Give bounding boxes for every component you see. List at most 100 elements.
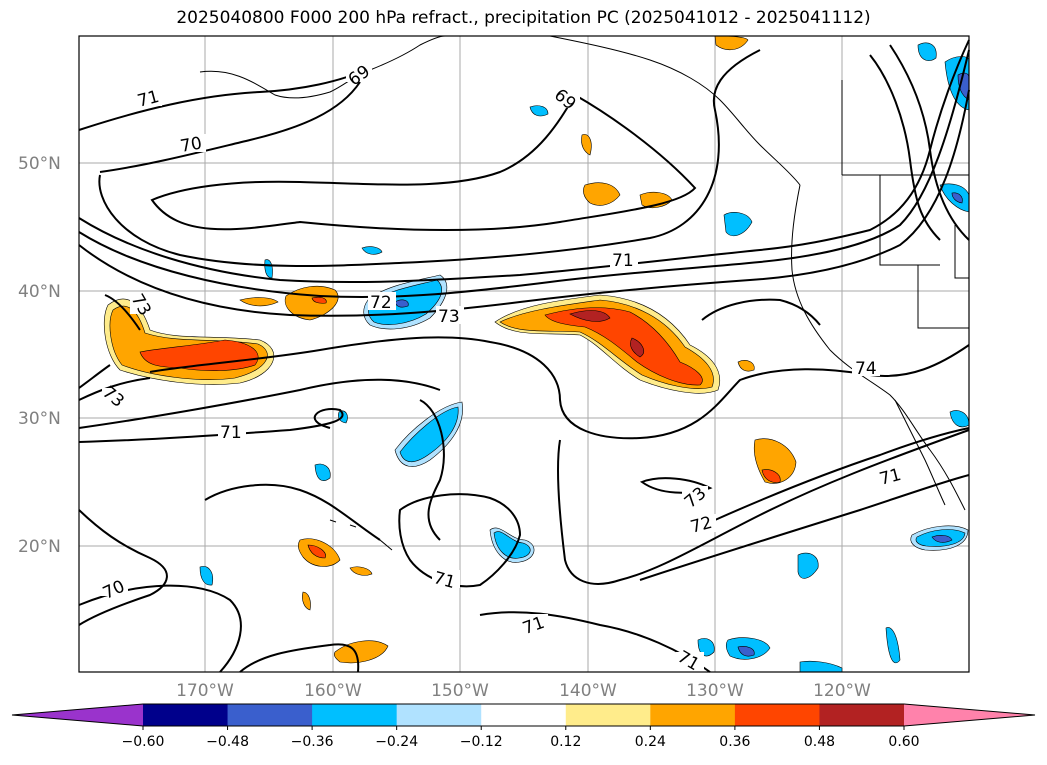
contour-line: [714, 427, 970, 521]
colorbar-tick-label: −0.60: [122, 734, 165, 750]
longitude-labels: 170°W 160°W 150°W 140°W 130°W 120°W: [176, 681, 871, 701]
precip-negative-region: [949, 410, 970, 428]
precip-negative-region: [885, 627, 901, 664]
contour-line: [78, 584, 242, 673]
precip-negative-region: [723, 212, 753, 237]
precip-negative-region: [399, 406, 459, 463]
contour-label: 72: [370, 293, 392, 313]
state-border: [917, 265, 969, 329]
latitude-label: 20°N: [18, 537, 61, 557]
precip-negative-region: [361, 246, 383, 255]
contour-line: [639, 474, 970, 581]
chart-title: 2025040800 F000 200 hPa refract., precip…: [176, 8, 871, 28]
alaska-coast: [199, 35, 446, 99]
colorbar-tick-label: −0.48: [206, 734, 249, 750]
contour-line: [78, 408, 344, 443]
precip-positive-region: [581, 134, 592, 156]
longitude-label: 150°W: [431, 681, 489, 701]
longitude-label: 140°W: [559, 681, 617, 701]
contour-line: [419, 399, 445, 541]
colorbar-tick-label: −0.24: [375, 734, 418, 750]
contour-line: [99, 81, 361, 173]
contour-line: [204, 483, 381, 541]
contour-label: 69: [550, 85, 579, 114]
colorbar-tick-label: 0.36: [719, 734, 750, 750]
precip-positive-region: [544, 307, 703, 386]
colorbar-segment: [565, 704, 651, 726]
precip-positive-region: [714, 35, 749, 50]
precip-positive-region: [302, 591, 311, 611]
state-border: [879, 175, 940, 266]
colorbar-segment: [143, 704, 229, 726]
precip-negative-region: [264, 259, 273, 279]
precip-negative-region: [199, 566, 213, 586]
contour-line: [149, 336, 970, 440]
precip-positive-region: [239, 297, 279, 307]
precip-negative-region: [951, 192, 963, 204]
colorbar-segment: [734, 704, 820, 726]
colorbar-tick-label: 0.48: [804, 734, 835, 750]
precip-negative-region: [931, 535, 953, 543]
contour-line: [98, 49, 761, 267]
colorbar-segment: [481, 704, 567, 726]
state-border: [954, 225, 969, 279]
longitude-label: 130°W: [686, 681, 744, 701]
contour-line: [78, 49, 970, 299]
latitude-label: 30°N: [18, 409, 61, 429]
precip-positive-region: [307, 544, 326, 559]
contour-line: [701, 298, 821, 326]
precip-positive-region: [349, 566, 373, 576]
longitude-label: 120°W: [813, 681, 871, 701]
alaska-gulf-coast: [549, 35, 801, 186]
baja-coast: [894, 399, 946, 506]
precip-negative-region: [314, 463, 331, 481]
contour-label: 71: [220, 423, 242, 443]
precip-positive-region: [139, 339, 259, 371]
contour-label: 71: [612, 251, 634, 271]
contour-line: [869, 54, 941, 241]
precip-positive-region: [583, 182, 621, 206]
contour-line: [78, 377, 151, 401]
contour-labels: 71 70 69 69 71 72 73 73 73 71 74 71 73 7…: [98, 61, 905, 675]
contour-label: 70: [179, 133, 204, 156]
latitude-label: 40°N: [18, 282, 61, 302]
contour-line: [398, 493, 522, 588]
contour-line: [639, 477, 713, 494]
colorbar-tick-label: −0.12: [460, 734, 503, 750]
colorbar-segment: [227, 704, 313, 726]
contour-line: [78, 89, 970, 317]
precip-positive-region: [737, 360, 755, 372]
contour-label: 73: [438, 307, 460, 327]
hawaii-islands: [329, 519, 393, 551]
precip-positive-region: [569, 310, 611, 322]
contour-label: 71: [431, 568, 457, 593]
latitude-labels: 50°N 40°N 30°N 20°N: [18, 154, 61, 557]
colorbar-extend-low: [12, 704, 143, 726]
colorbar-segment: [819, 704, 905, 726]
colorbar-segment: [650, 704, 736, 726]
contour-line: [78, 294, 141, 389]
latitude-label: 50°N: [18, 154, 61, 174]
colorbar-extend-high: [904, 704, 1035, 726]
contour-label: 74: [855, 359, 877, 379]
colorbar: −0.60 −0.48 −0.36 −0.24 −0.12 0.12 0.24 0.36 0.4…: [11, 703, 1036, 750]
map-frame: [78, 35, 970, 673]
refractivity-contours: [78, 39, 970, 673]
colorbar-tick-label: 0.12: [550, 734, 581, 750]
precip-positive-region: [630, 337, 644, 358]
precip-negative-region: [394, 299, 409, 308]
contour-line: [556, 429, 970, 585]
precip-negative-region: [529, 105, 549, 117]
colorbar-tick-label: 0.24: [635, 734, 666, 750]
precip-positive-region: [311, 296, 327, 304]
colorbar-tick-label: 0.60: [888, 734, 919, 750]
longitude-label: 160°W: [304, 681, 362, 701]
precip-negative-region: [697, 638, 715, 657]
precip-negative-region: [799, 660, 843, 673]
colorbar-segment: [396, 704, 482, 726]
contour-line: [239, 643, 360, 673]
precip-positive-region: [761, 469, 781, 483]
precip-anomaly-fills: [103, 35, 970, 673]
us-west-coast: [791, 184, 966, 511]
